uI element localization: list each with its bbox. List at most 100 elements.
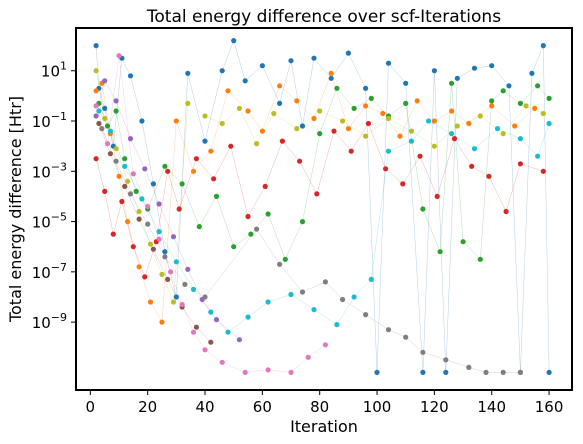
data-point-s8-20 (431, 143, 437, 149)
data-point-s6-7 (179, 301, 185, 308)
x-tick-label: 0 (86, 398, 96, 416)
data-point-s0-24 (385, 60, 392, 66)
data-point-s2-1 (104, 123, 111, 129)
data-point-s7-6 (202, 294, 208, 300)
data-point-s1-5 (136, 264, 142, 270)
data-point-s0-5 (127, 73, 134, 79)
data-point-s2-13 (282, 256, 288, 262)
data-point-s0-36 (546, 369, 552, 375)
data-point-s3-28 (517, 161, 524, 167)
data-point-s9-15 (368, 276, 374, 282)
data-point-s6-12 (265, 367, 271, 373)
data-point-s6-10 (219, 359, 225, 365)
data-point-s0-34 (529, 70, 535, 76)
data-point-s9-11 (288, 291, 294, 298)
series-line-3 (95, 122, 544, 278)
data-point-s7-0 (99, 126, 105, 132)
data-point-s0-25 (403, 80, 409, 86)
data-point-s1-16 (311, 115, 317, 122)
y-tick-label: 10−5 (32, 211, 67, 232)
data-point-s0-31 (489, 63, 495, 69)
data-point-s1-8 (173, 118, 179, 124)
series-line-9 (98, 110, 550, 333)
data-point-s1-26 (489, 103, 495, 109)
data-point-s8-11 (236, 105, 242, 111)
data-point-s9-20 (471, 146, 478, 152)
data-point-s2-22 (437, 249, 443, 255)
data-point-s1-28 (532, 105, 538, 111)
data-point-s4-5 (156, 201, 162, 207)
data-point-s8-3 (125, 178, 131, 184)
data-point-s2-3 (122, 156, 128, 162)
data-point-s0-15 (259, 63, 265, 69)
data-point-s6-4 (145, 203, 151, 210)
data-point-s8-8 (185, 100, 191, 106)
data-point-s7-17 (466, 364, 472, 370)
data-point-s8-18 (385, 115, 392, 122)
data-point-s9-23 (535, 153, 541, 159)
data-point-s7-9 (299, 289, 306, 295)
data-point-s3-2 (110, 231, 116, 237)
data-point-s8-9 (202, 113, 208, 119)
data-point-s7-1 (113, 158, 119, 164)
data-point-s0-20 (328, 75, 334, 81)
data-point-s9-13 (334, 322, 340, 328)
data-point-s5-0 (96, 120, 102, 127)
data-point-s1-13 (259, 128, 265, 134)
y-tick-label: 10−9 (32, 311, 67, 332)
data-point-s2-29 (535, 83, 541, 89)
data-point-s0-12 (219, 68, 225, 74)
data-point-s9-17 (408, 138, 414, 144)
data-points (93, 38, 552, 375)
x-tick-label: 40 (195, 398, 214, 416)
data-point-s6-11 (242, 369, 248, 375)
data-point-s9-8 (225, 329, 231, 335)
data-point-s6-5 (156, 236, 162, 242)
data-point-s7-7 (254, 226, 260, 232)
series-line-8 (95, 70, 544, 303)
data-point-s8-4 (136, 208, 142, 215)
data-point-s2-7 (179, 181, 185, 187)
data-point-s6-3 (130, 171, 136, 177)
data-point-s1-15 (294, 98, 300, 104)
data-point-s2-10 (231, 244, 237, 250)
data-point-s5-1 (107, 151, 113, 157)
data-point-s1-6 (147, 299, 154, 305)
data-point-s1-21 (397, 133, 403, 139)
data-point-s4-7 (185, 266, 191, 272)
data-point-s8-14 (294, 126, 300, 132)
data-point-s1-3 (116, 173, 122, 179)
data-point-s0-32 (506, 83, 512, 89)
data-point-s2-2 (113, 108, 119, 114)
data-point-s3-14 (279, 138, 285, 144)
data-point-s4-1 (102, 78, 108, 84)
data-point-s5-7 (193, 324, 199, 330)
x-tick-label: 80 (310, 398, 329, 416)
data-point-s3-11 (228, 143, 234, 149)
data-point-s0-17 (288, 58, 294, 64)
data-point-s5-8 (208, 339, 214, 345)
plot-frame (75, 27, 573, 391)
data-point-s3-0 (93, 156, 99, 162)
data-point-s0-26 (420, 369, 426, 375)
data-point-s9-10 (265, 299, 271, 305)
data-point-s6-1 (104, 141, 111, 147)
data-point-s2-18 (368, 95, 374, 101)
data-point-s2-11 (248, 231, 254, 237)
data-point-s0-28 (443, 369, 449, 375)
data-point-s0-27 (431, 68, 437, 74)
x-tick-label: 20 (138, 398, 157, 416)
data-point-s9-19 (449, 131, 455, 137)
data-point-s8-2 (113, 146, 119, 152)
data-point-s3-17 (331, 128, 337, 134)
y-tick-label: 10−3 (32, 160, 67, 181)
data-point-s1-19 (363, 103, 369, 109)
data-point-s9-6 (190, 286, 197, 292)
data-point-s2-12 (265, 211, 271, 217)
data-point-s7-18 (483, 369, 489, 375)
data-point-s0-14 (242, 78, 248, 84)
data-point-s6-0 (93, 103, 99, 109)
data-point-s6-15 (322, 342, 328, 348)
